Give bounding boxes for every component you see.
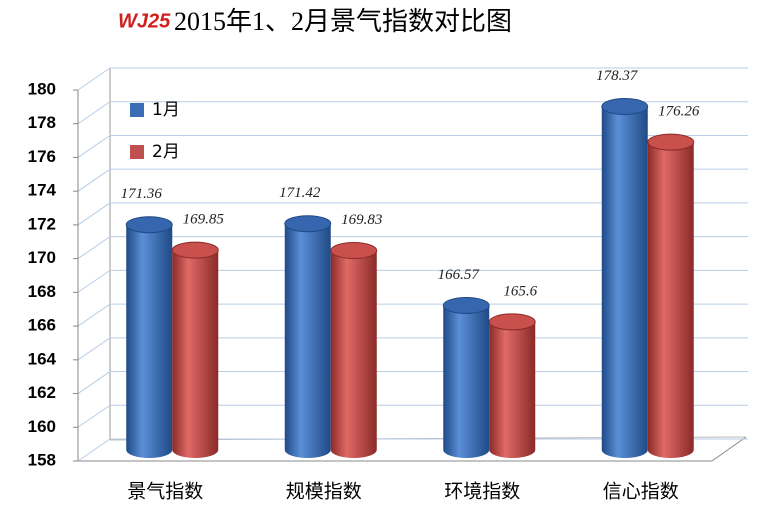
legend-swatch — [130, 145, 144, 159]
y-tick-label: 158 — [28, 450, 56, 469]
y-tick-label: 160 — [28, 417, 56, 436]
legend-label: 2月 — [152, 142, 180, 162]
x-tick-label: 信心指数 — [603, 481, 679, 503]
bar-cap — [601, 97, 649, 115]
y-tick-label: 170 — [28, 248, 56, 267]
value-label: 165.6 — [503, 283, 537, 299]
grid-line — [77, 67, 748, 91]
chart-title: 2015年1、2月景气指数对比图 — [174, 7, 512, 36]
grid-line — [77, 404, 748, 428]
value-label: 169.83 — [341, 212, 382, 228]
bar — [443, 305, 490, 458]
grid-line — [77, 101, 748, 125]
y-tick-label: 164 — [28, 349, 57, 368]
grid-line — [77, 371, 748, 394]
y-tick-label: 178 — [28, 113, 56, 132]
x-tick-label: 景气指数 — [127, 481, 203, 503]
y-tick-label: 168 — [28, 282, 56, 301]
value-label: 171.42 — [279, 185, 321, 201]
bar — [489, 321, 536, 458]
bar-cap — [125, 216, 173, 234]
grid-line — [77, 134, 748, 158]
grid-line — [77, 269, 748, 293]
y-tick-label: 176 — [28, 147, 56, 166]
value-label: 176.26 — [658, 104, 700, 120]
y-tick-label: 172 — [28, 214, 56, 233]
y-tick-label: 162 — [28, 383, 56, 402]
grid-line — [77, 236, 748, 260]
grid-line — [77, 303, 748, 327]
floor-right — [711, 436, 747, 462]
bar — [601, 106, 648, 458]
bar-cap — [647, 133, 695, 151]
legend-swatch — [130, 103, 144, 117]
x-tick-label: 规模指数 — [286, 481, 362, 503]
bar — [172, 250, 219, 458]
value-label: 171.36 — [121, 186, 163, 202]
value-label: 178.37 — [596, 68, 639, 84]
logo: WJ25 — [118, 10, 171, 32]
bar-cap — [284, 215, 332, 233]
y-tick-label: 174 — [28, 181, 57, 200]
grid-line — [77, 168, 748, 192]
bar — [284, 223, 331, 458]
value-label: 169.85 — [183, 212, 225, 228]
grid-line — [77, 202, 748, 226]
grid-line — [77, 438, 748, 462]
grid-line — [77, 337, 748, 361]
legend-label: 1月 — [152, 100, 180, 120]
bar-cap — [442, 296, 490, 314]
bar-cap — [488, 313, 536, 331]
bar-cap — [171, 241, 219, 259]
y-tick-label: 166 — [28, 316, 56, 335]
bar — [330, 250, 377, 458]
x-tick-label: 环境指数 — [444, 481, 520, 503]
y-tick-label: 180 — [28, 79, 56, 98]
bar — [647, 142, 694, 458]
value-label: 166.57 — [438, 267, 481, 283]
bar — [126, 224, 173, 458]
bar-cap — [330, 242, 378, 260]
